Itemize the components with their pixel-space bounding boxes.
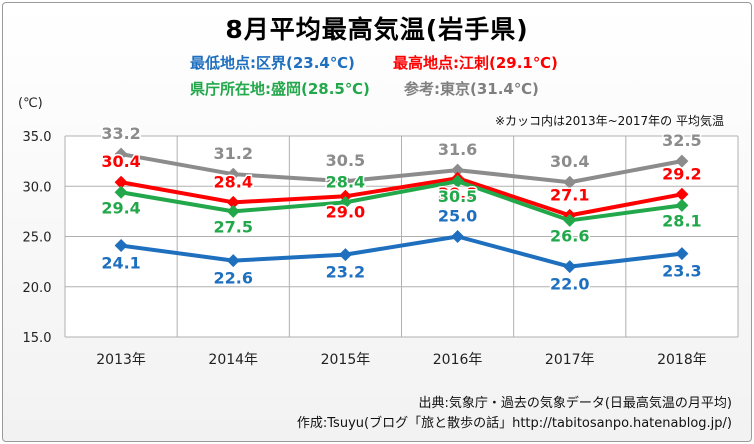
data-label: 28.4 xyxy=(214,172,253,191)
data-point xyxy=(338,248,352,262)
source-credit: 出典:気象庁・過去の気象データ(日最高気温の月平均) xyxy=(418,396,732,411)
data-point xyxy=(563,260,577,274)
data-label: 32.5 xyxy=(662,131,701,150)
average-note: ※カッコ内は2013年~2017年の 平均気温 xyxy=(494,114,724,128)
lowest-station-label: 最低地点:区界(23.4℃) xyxy=(190,54,355,72)
data-label: 25.0 xyxy=(438,207,477,226)
data-point xyxy=(226,167,240,181)
data-label: 23.2 xyxy=(326,263,365,282)
reference-tokyo-label: 参考:東京(31.4℃) xyxy=(404,80,539,98)
data-point xyxy=(675,247,689,261)
data-point xyxy=(451,174,465,188)
data-label: 29.2 xyxy=(662,164,701,183)
data-label: 31.2 xyxy=(214,144,253,163)
series-line xyxy=(120,152,683,185)
data-label: 27.1 xyxy=(550,185,589,204)
data-label: 30.8 xyxy=(438,184,477,203)
x-tick-label: 2018年 xyxy=(657,352,707,368)
data-point xyxy=(675,187,689,201)
data-label: 29.4 xyxy=(101,198,140,217)
data-point xyxy=(451,163,465,177)
series-line xyxy=(120,234,683,269)
data-point xyxy=(226,195,240,209)
x-tick-label: 2014年 xyxy=(208,352,258,368)
data-label: 23.3 xyxy=(662,262,701,281)
series-line xyxy=(120,176,683,218)
data-label: 33.2 xyxy=(101,124,140,143)
y-axis-unit: (℃) xyxy=(18,96,43,111)
prefectural-capital-label: 県庁所在地:盛岡(28.5℃) xyxy=(190,80,370,98)
data-point xyxy=(226,254,240,268)
data-label: 30.4 xyxy=(101,152,140,171)
data-label: 31.6 xyxy=(438,140,477,159)
data-label: 28.4 xyxy=(326,172,365,191)
data-label: 27.5 xyxy=(214,217,253,236)
data-point xyxy=(563,175,577,189)
data-label: 24.1 xyxy=(101,254,140,273)
x-tick-label: 2017年 xyxy=(545,352,595,368)
series-line xyxy=(120,179,683,223)
y-tick-label: 15.0 xyxy=(23,331,52,346)
highest-station-label: 最高地点:江刺(29.1℃) xyxy=(393,54,558,72)
data-label: 22.6 xyxy=(214,269,253,288)
data-point xyxy=(114,147,128,161)
data-label: 30.5 xyxy=(326,151,365,170)
y-tick-label: 30.0 xyxy=(23,180,52,195)
data-label: 26.6 xyxy=(550,226,589,245)
data-point xyxy=(675,198,689,212)
data-label: 29.0 xyxy=(326,202,365,221)
data-point xyxy=(338,174,352,188)
data-point xyxy=(338,195,352,209)
data-point xyxy=(114,175,128,189)
data-point xyxy=(563,213,577,227)
data-point xyxy=(451,230,465,243)
data-point xyxy=(114,239,128,253)
x-tick-label: 2016年 xyxy=(433,352,483,368)
x-tick-label: 2013年 xyxy=(96,352,146,368)
data-point xyxy=(114,185,128,199)
y-tick-label: 25.0 xyxy=(23,231,52,246)
y-tick-label: 35.0 xyxy=(23,130,52,145)
data-point xyxy=(226,204,240,218)
y-tick-label: 20.0 xyxy=(23,281,52,296)
author-credit: 作成:Tsuyu(ブログ「旅と散歩の話」http://tabitosanpo.h… xyxy=(296,416,732,431)
chart-title: 8月平均最高気温(岩手県) xyxy=(225,15,529,44)
data-label: 30.4 xyxy=(550,152,589,171)
data-label: 30.5 xyxy=(438,187,477,206)
x-tick-label: 2015年 xyxy=(321,352,371,368)
data-point xyxy=(675,154,689,168)
data-label: 22.0 xyxy=(550,275,589,294)
data-label: 28.1 xyxy=(662,211,701,230)
